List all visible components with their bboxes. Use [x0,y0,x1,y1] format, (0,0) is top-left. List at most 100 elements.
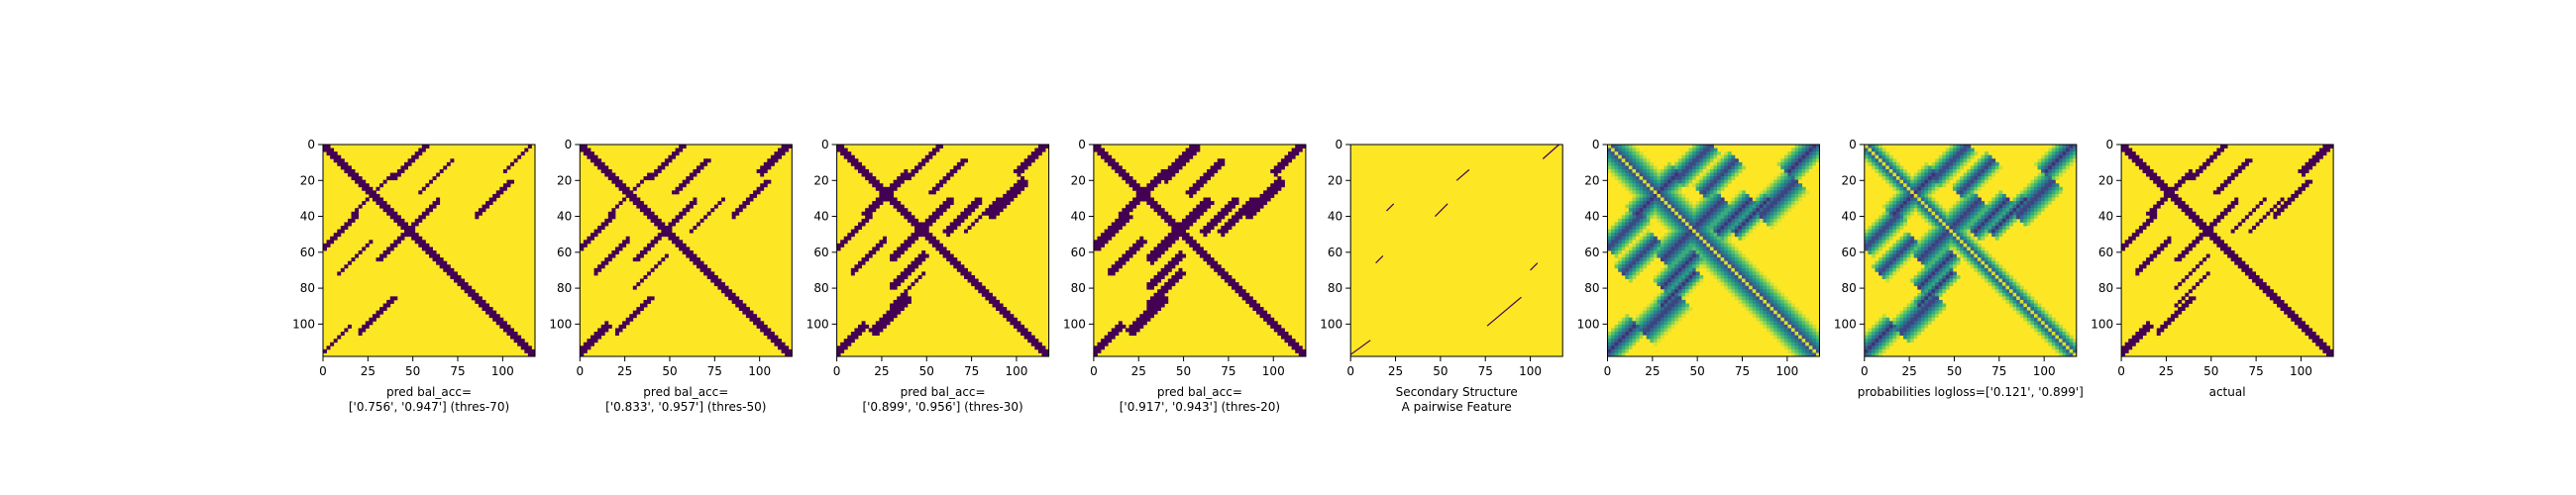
heatmap-cell [1661,165,1664,170]
heatmap-cell [636,310,641,315]
heatmap-cell [1003,307,1008,312]
heatmap-cell [1632,193,1637,198]
heatmap-cell [1625,145,1630,148]
heatmap-cell [1670,324,1675,329]
heatmap-cell [1670,299,1675,304]
heatmap-cell [1259,307,1264,312]
heatmap-cell [1731,172,1736,177]
heatmap-cell [1667,314,1672,319]
heatmap-cell [1888,257,1893,262]
heatmap-cell [1892,168,1897,173]
heatmap-cell [1731,292,1736,297]
heatmap-cell [1677,310,1682,315]
heatmap-cell [872,332,877,336]
heatmap-cell [1931,168,1936,173]
heatmap-cell [1717,215,1722,220]
heatmap-cell [604,172,609,177]
heatmap-cell [1917,299,1922,304]
heatmap-cell [1752,201,1757,206]
heatmap-cell [854,161,859,166]
heatmap-cell [1801,335,1806,340]
heatmap-cell [1607,247,1612,251]
heatmap-cell [1101,151,1105,156]
heatmap-cell [1667,310,1672,315]
heatmap-cell [1646,247,1651,251]
heatmap-cell [931,151,936,156]
heatmap-cell [1759,201,1764,206]
heatmap-cell [699,260,704,265]
heatmap-cell [1749,310,1754,315]
heatmap-cell [1664,289,1668,294]
heatmap-cell [1798,342,1803,346]
heatmap-cell [1720,218,1725,223]
heatmap-cell [1157,289,1162,294]
heatmap-cell [1815,332,1820,336]
heatmap-cell [1670,161,1675,166]
x-axis-label: ['0.833', '0.957'] (thres-50) [605,400,766,414]
heatmap-cell [1692,267,1697,272]
heatmap-cell [1614,161,1619,166]
heatmap-cell [654,218,659,223]
heatmap-cell [597,226,602,230]
heatmap-cell [1646,253,1651,258]
heatmap-cell [1727,151,1732,156]
heatmap-cell [1646,176,1651,181]
heatmap-cell [1266,321,1271,326]
heatmap-cell [355,179,360,184]
heatmap-cell [1189,151,1194,156]
heatmap-cell [1720,222,1725,227]
heatmap-cell [1924,278,1929,283]
heatmap-cell [865,257,870,262]
heatmap-cell [1709,168,1714,173]
heatmap-cell [1625,183,1630,188]
heatmap-cell [999,197,1004,202]
heatmap-cell [1812,352,1817,357]
heatmap-cell [907,285,912,290]
heatmap-cell [1702,158,1707,163]
heatmap-cell [1935,310,1940,315]
heatmap-cell [1674,197,1679,202]
heatmap-cell [735,208,740,213]
heatmap-cell [1118,211,1123,216]
heatmap-cell [865,172,870,177]
heatmap-cell [1263,197,1268,202]
heatmap-cell [1037,348,1042,353]
heatmap-cell [482,299,486,304]
heatmap-cell [900,292,905,297]
heatmap-cell [587,236,591,241]
heatmap-cell [1812,148,1817,152]
heatmap-cell [1763,193,1768,198]
heatmap-cell [1895,211,1900,216]
heatmap-cell [1928,193,1932,198]
heatmap-cell [1189,190,1194,195]
heatmap-cell [1653,183,1658,188]
heatmap-cell [1128,204,1133,209]
heatmap-cell [1885,317,1890,322]
heatmap-cell [1935,278,1940,283]
heatmap-cell [921,250,926,254]
heatmap-cell [992,215,997,220]
heatmap-cell [330,148,335,152]
heatmap-cell [1034,339,1039,344]
heatmap-cell [1667,307,1672,312]
heatmap-cell [1917,172,1922,177]
heatmap-cell [879,197,884,202]
heatmap-cell [1871,236,1876,241]
heatmap-cell [1770,289,1774,294]
heatmap-cell [1632,186,1637,191]
heatmap-cell [1674,193,1679,198]
heatmap-cell [854,335,859,340]
heatmap-cell [1920,310,1925,315]
heatmap-cell [672,151,676,156]
heatmap-cell [1639,317,1644,322]
heatmap-cell [668,236,673,241]
heatmap-cell [597,165,602,170]
heatmap-cell [1878,342,1883,346]
heatmap-cell [713,274,718,279]
heatmap-cell [861,168,866,173]
heatmap-cell [1928,314,1932,319]
heatmap-cell [1646,229,1651,234]
heatmap-cell [1611,172,1616,177]
heatmap-cell [1695,229,1700,234]
heatmap-cell [1607,240,1612,245]
